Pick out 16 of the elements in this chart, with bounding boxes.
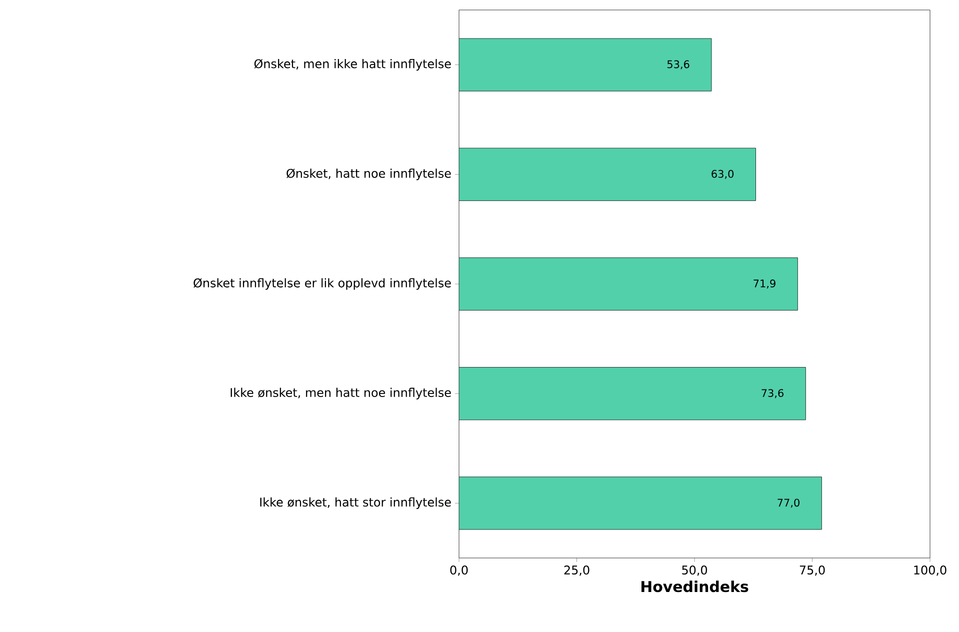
- data-label: 63,0: [712, 170, 734, 179]
- x-tick-label: 25,0: [564, 566, 590, 576]
- x-tick-label: 100,0: [914, 566, 946, 576]
- y-tick-label: Ønsket innflytelse er lik opplevd innflytelse: [194, 278, 451, 290]
- x-tick-label: 50,0: [682, 566, 708, 576]
- data-label: 77,0: [778, 498, 800, 508]
- data-label: 53,6: [667, 60, 690, 70]
- x-axis-title: Hovedindeks: [641, 580, 748, 592]
- x-tick-label: 75,0: [800, 566, 825, 576]
- y-tick-label: Ønsket, men ikke hatt innflytelse: [254, 59, 451, 71]
- y-tick-label: Ikke ønsket, hatt stor innflytelse: [260, 497, 451, 509]
- y-tick-label: Ønsket, hatt noe innflytelse: [286, 168, 451, 180]
- data-label: 73,6: [762, 389, 784, 398]
- y-tick-label: Ikke ønsket, men hatt noe innflytelse: [230, 388, 451, 400]
- data-label: 71,9: [754, 279, 776, 288]
- x-tick-label: 0,0: [450, 566, 468, 576]
